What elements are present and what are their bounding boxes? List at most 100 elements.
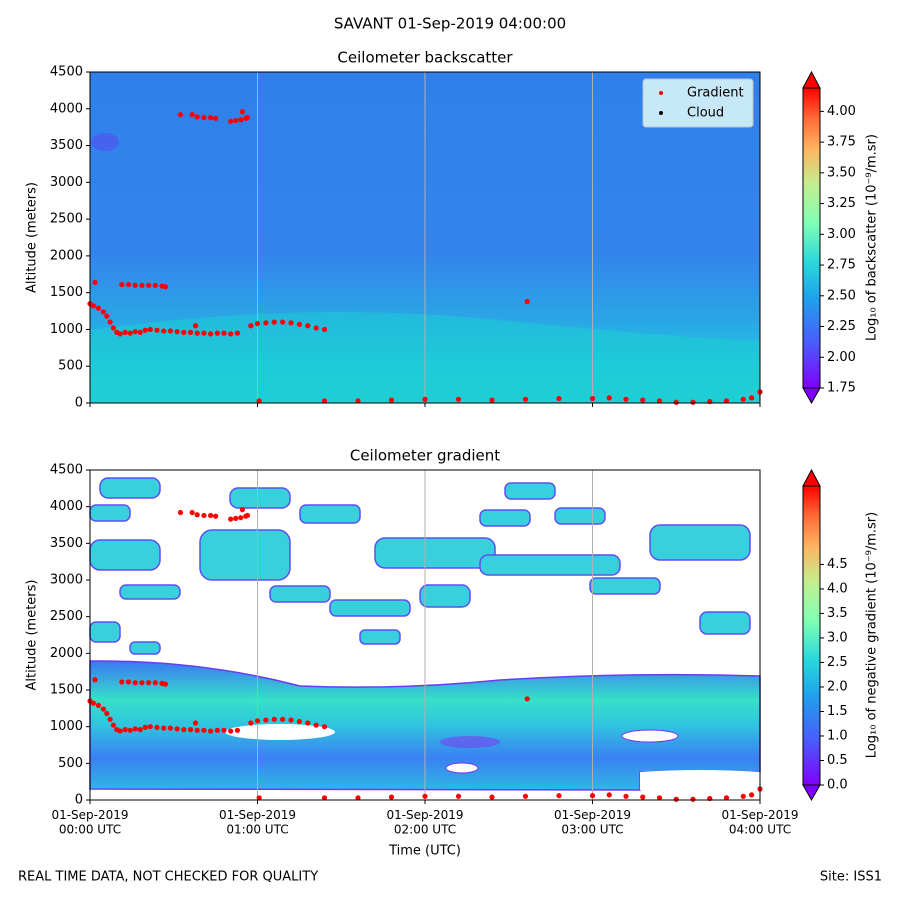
legend-box <box>642 78 754 128</box>
point <box>256 795 262 801</box>
point <box>201 727 207 733</box>
y-tick-label: 4500 <box>50 65 83 80</box>
colorbar-label: Log₁₀ of backscatter (10⁻⁹/m.sr) <box>865 134 880 341</box>
colorbar-tick-label: 3.0 <box>827 630 848 645</box>
point <box>239 109 246 115</box>
point <box>288 320 294 326</box>
point <box>355 398 361 404</box>
colorbar-tick-label: 2.00 <box>827 350 856 365</box>
y-tick-label: 1000 <box>50 322 83 337</box>
point <box>321 724 328 730</box>
point <box>208 115 214 121</box>
point <box>181 727 187 733</box>
point <box>556 395 562 402</box>
point <box>161 328 167 334</box>
point <box>139 680 145 686</box>
point <box>234 727 240 733</box>
point <box>194 727 200 733</box>
point <box>122 329 128 335</box>
point <box>749 395 755 401</box>
point <box>313 325 319 331</box>
colorbar-tick-label: 4.0 <box>827 581 848 596</box>
point <box>100 706 106 712</box>
legend-marker <box>659 91 663 95</box>
point <box>280 319 286 325</box>
point <box>107 319 113 325</box>
colorbar <box>803 486 820 785</box>
point <box>132 282 138 288</box>
y-tick-label: 0 <box>75 793 83 808</box>
point <box>656 795 663 801</box>
figure-title: SAVANT 01-Sep-2019 04:00:00 <box>334 15 566 33</box>
point <box>239 507 246 513</box>
point <box>690 796 696 802</box>
point <box>740 793 746 799</box>
point <box>749 792 755 798</box>
plot-frame <box>89 469 761 801</box>
point <box>100 309 106 315</box>
point <box>177 509 184 516</box>
point <box>271 319 277 325</box>
point <box>208 512 214 519</box>
point <box>673 399 679 405</box>
point <box>355 795 361 801</box>
x-axis-label: Time (UTC) <box>388 844 461 859</box>
point <box>256 398 262 404</box>
point <box>139 282 145 288</box>
legend-label: Cloud <box>687 106 724 121</box>
x-tick-label: 01-Sep-2019 03:00 UTC <box>554 808 631 836</box>
legend-label: Gradient <box>687 86 744 101</box>
point <box>132 726 138 732</box>
point <box>305 323 311 329</box>
point <box>623 396 629 402</box>
point <box>152 282 158 288</box>
point <box>214 330 220 336</box>
point <box>489 794 495 800</box>
point <box>244 512 251 519</box>
point <box>248 323 254 329</box>
y-tick-label: 3500 <box>50 138 83 153</box>
point <box>174 726 180 732</box>
point <box>524 298 530 305</box>
point <box>606 792 612 798</box>
point <box>233 515 239 522</box>
point <box>228 331 234 337</box>
point <box>117 331 123 337</box>
point <box>92 279 98 285</box>
point <box>127 727 133 733</box>
point <box>556 793 562 799</box>
point <box>313 722 319 728</box>
point <box>640 794 646 800</box>
point <box>723 398 730 404</box>
y-tick-label: 2500 <box>50 609 83 624</box>
point <box>254 718 261 724</box>
colorbar-tick-label: 1.0 <box>827 728 848 743</box>
colorbar-frame <box>802 87 821 389</box>
colorbar-frame <box>802 485 821 786</box>
point <box>154 327 160 333</box>
colorbar-tick-label: 0.5 <box>827 753 848 768</box>
point <box>673 796 679 802</box>
point <box>181 329 187 335</box>
point <box>321 795 328 801</box>
colorbar-tick-label: 1.5 <box>827 704 848 719</box>
x-tick-label: 01-Sep-2019 04:00 UTC <box>721 808 798 836</box>
point <box>90 700 96 706</box>
point <box>248 720 254 726</box>
point <box>201 330 207 336</box>
point <box>201 512 207 519</box>
y-tick-label: 3000 <box>50 175 83 190</box>
point <box>167 328 173 334</box>
colorbar <box>803 88 820 388</box>
x-tick-label: 01-Sep-2019 00:00 UTC <box>51 808 128 836</box>
x-tick-label: 01-Sep-2019 02:00 UTC <box>386 808 463 836</box>
point <box>110 325 117 331</box>
point <box>189 112 195 118</box>
point <box>656 398 663 404</box>
y-tick-label: 2000 <box>50 646 83 661</box>
point <box>189 509 195 516</box>
colorbar-extend-bottom <box>802 387 821 405</box>
y-tick-label: 0 <box>75 396 83 411</box>
point <box>107 716 113 722</box>
